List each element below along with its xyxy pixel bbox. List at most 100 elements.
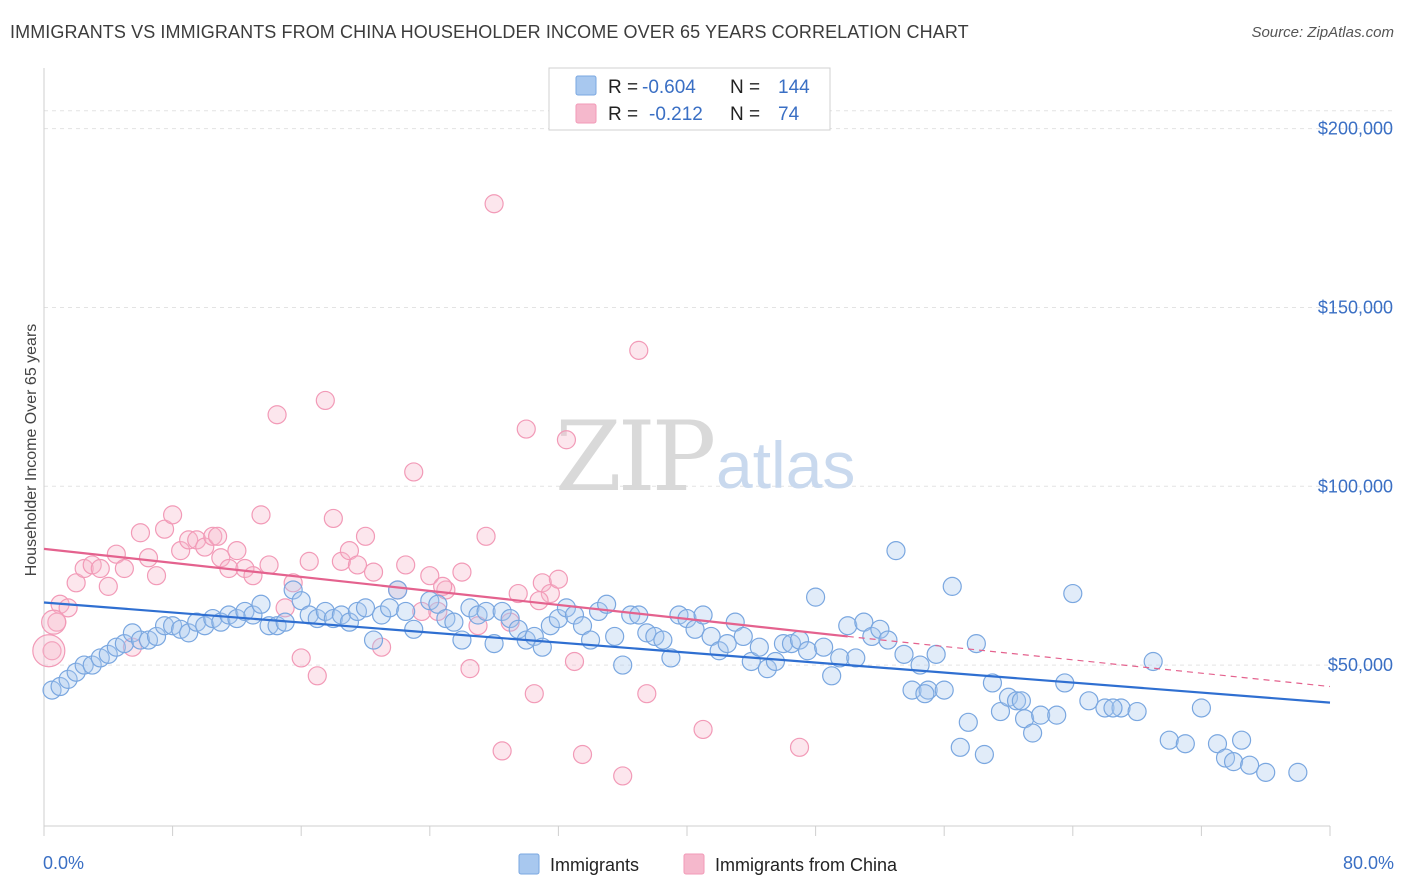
- immigrants-point-14: [154, 616, 175, 636]
- china-point-46: [412, 601, 432, 622]
- immigrants-point-19: [195, 616, 215, 636]
- immigrants-point-139: [1256, 762, 1276, 782]
- immigrants-point-55: [492, 601, 512, 622]
- immigrants-point-121: [1023, 723, 1043, 743]
- immigrants-point-7: [98, 644, 118, 664]
- immigrants-point-69: [605, 626, 625, 647]
- immigrants-point-101: [862, 626, 882, 647]
- immigrants-point-89: [765, 651, 786, 672]
- immigrants-point-103: [878, 630, 898, 650]
- immigrants-point-10: [122, 623, 143, 643]
- china-point-17: [171, 541, 191, 561]
- china-point-59: [524, 684, 544, 704]
- china-point-large-1: [32, 634, 66, 668]
- immigrants-trend-line: [43, 601, 1331, 704]
- immigrants-point-132: [1175, 734, 1195, 754]
- bottom-legend: Immigrants Immigrants from China: [518, 853, 898, 875]
- immigrants-point-9: [114, 634, 134, 654]
- stats-swatch-china: [575, 103, 597, 124]
- immigrants-point-90: [773, 634, 794, 654]
- china-point-34: [307, 666, 327, 686]
- chart-title: IMMIGRANTS VS IMMIGRANTS FROM CHINA HOUS…: [10, 22, 969, 42]
- china-point-44: [396, 555, 416, 575]
- stats-r-value-2: -0.212: [649, 104, 703, 125]
- immigrants-point-39: [355, 598, 376, 618]
- stats-r-label-1: R =: [608, 77, 638, 98]
- immigrants-point-142: [1103, 698, 1123, 718]
- china-point-13: [138, 548, 159, 568]
- china-point-32: [291, 648, 311, 668]
- immigrants-point-26: [251, 594, 271, 614]
- immigrants-point-3: [66, 662, 86, 682]
- immigrants-point-133: [1191, 698, 1212, 718]
- immigrants-point-45: [404, 619, 424, 639]
- immigrants-point-137: [1231, 730, 1252, 750]
- china-point-51: [460, 659, 480, 679]
- immigrants-point-5: [82, 655, 102, 675]
- stats-n-value-1: 144: [778, 77, 810, 98]
- immigrants-point-96: [822, 666, 842, 686]
- china-point-64: [564, 651, 585, 672]
- immigrants-point-98: [838, 616, 858, 636]
- china-point-18: [179, 530, 199, 550]
- china-point-73: [208, 526, 228, 546]
- y-tick-label-1: $100,000: [1318, 476, 1393, 496]
- immigrants-point-114: [966, 634, 986, 654]
- china-points: [32, 194, 810, 786]
- china-point-29: [267, 405, 287, 425]
- immigrants-point-122: [1031, 705, 1051, 725]
- watermark-atlas: atlas: [716, 428, 855, 502]
- y-axis-label: Householder Income Over 65 years: [23, 324, 40, 577]
- immigrants-point-117: [990, 701, 1011, 722]
- immigrants-point-141: [1011, 691, 1031, 711]
- china-point-26: [243, 566, 263, 586]
- china-point-70: [789, 737, 810, 757]
- china-point-4: [66, 573, 86, 593]
- china-point-10: [114, 558, 134, 579]
- immigrants-point-75: [653, 630, 673, 650]
- china-point-27: [251, 505, 271, 525]
- china-point-54: [484, 194, 504, 214]
- watermark-zip: ZIP: [555, 401, 714, 513]
- china-point-15: [154, 519, 175, 539]
- immigrants-point-61: [540, 616, 560, 636]
- immigrants-point-42: [380, 598, 400, 618]
- y-tick-label-0: $50,000: [1328, 655, 1393, 675]
- immigrants-point-41: [371, 605, 392, 625]
- immigrants-point-138: [1240, 755, 1260, 775]
- china-point-47: [420, 566, 440, 586]
- china-point-9: [106, 544, 126, 564]
- immigrants-point-102: [870, 619, 890, 639]
- china-point-20: [195, 537, 215, 557]
- china-point-7: [90, 558, 110, 579]
- immigrants-point-128: [1111, 698, 1131, 718]
- y-tick-label-2: $150,000: [1318, 297, 1393, 317]
- immigrants-point-119: [1006, 691, 1027, 711]
- immigrants-point-43: [388, 580, 408, 600]
- china-point-50: [452, 562, 472, 582]
- immigrants-point-100: [854, 612, 874, 632]
- immigrants-point-97: [830, 648, 850, 668]
- china-point-62: [548, 569, 569, 589]
- immigrants-point-34: [315, 601, 335, 622]
- china-point-30: [275, 598, 295, 618]
- china-point-63: [556, 430, 577, 450]
- immigrants-point-93: [797, 641, 818, 661]
- immigrants-point-51: [460, 598, 480, 618]
- china-point-14: [146, 566, 167, 586]
- china-point-8: [98, 576, 118, 596]
- immigrants-point-11: [130, 630, 151, 650]
- china-point-36: [323, 508, 343, 529]
- immigrants-point-143: [915, 684, 935, 704]
- immigrants-point-112: [950, 737, 970, 757]
- stats-n-label-1: N =: [730, 77, 760, 98]
- immigrants-point-127: [1095, 698, 1115, 718]
- immigrants-point-116: [982, 673, 1003, 693]
- stats-n-value-2: 74: [778, 104, 800, 125]
- axes: [43, 68, 1331, 836]
- immigrants-point-140: [1288, 762, 1308, 782]
- immigrants-point-65: [572, 616, 593, 636]
- china-point-48: [428, 601, 448, 622]
- china-point-55: [492, 741, 512, 761]
- china-point-21: [203, 526, 223, 546]
